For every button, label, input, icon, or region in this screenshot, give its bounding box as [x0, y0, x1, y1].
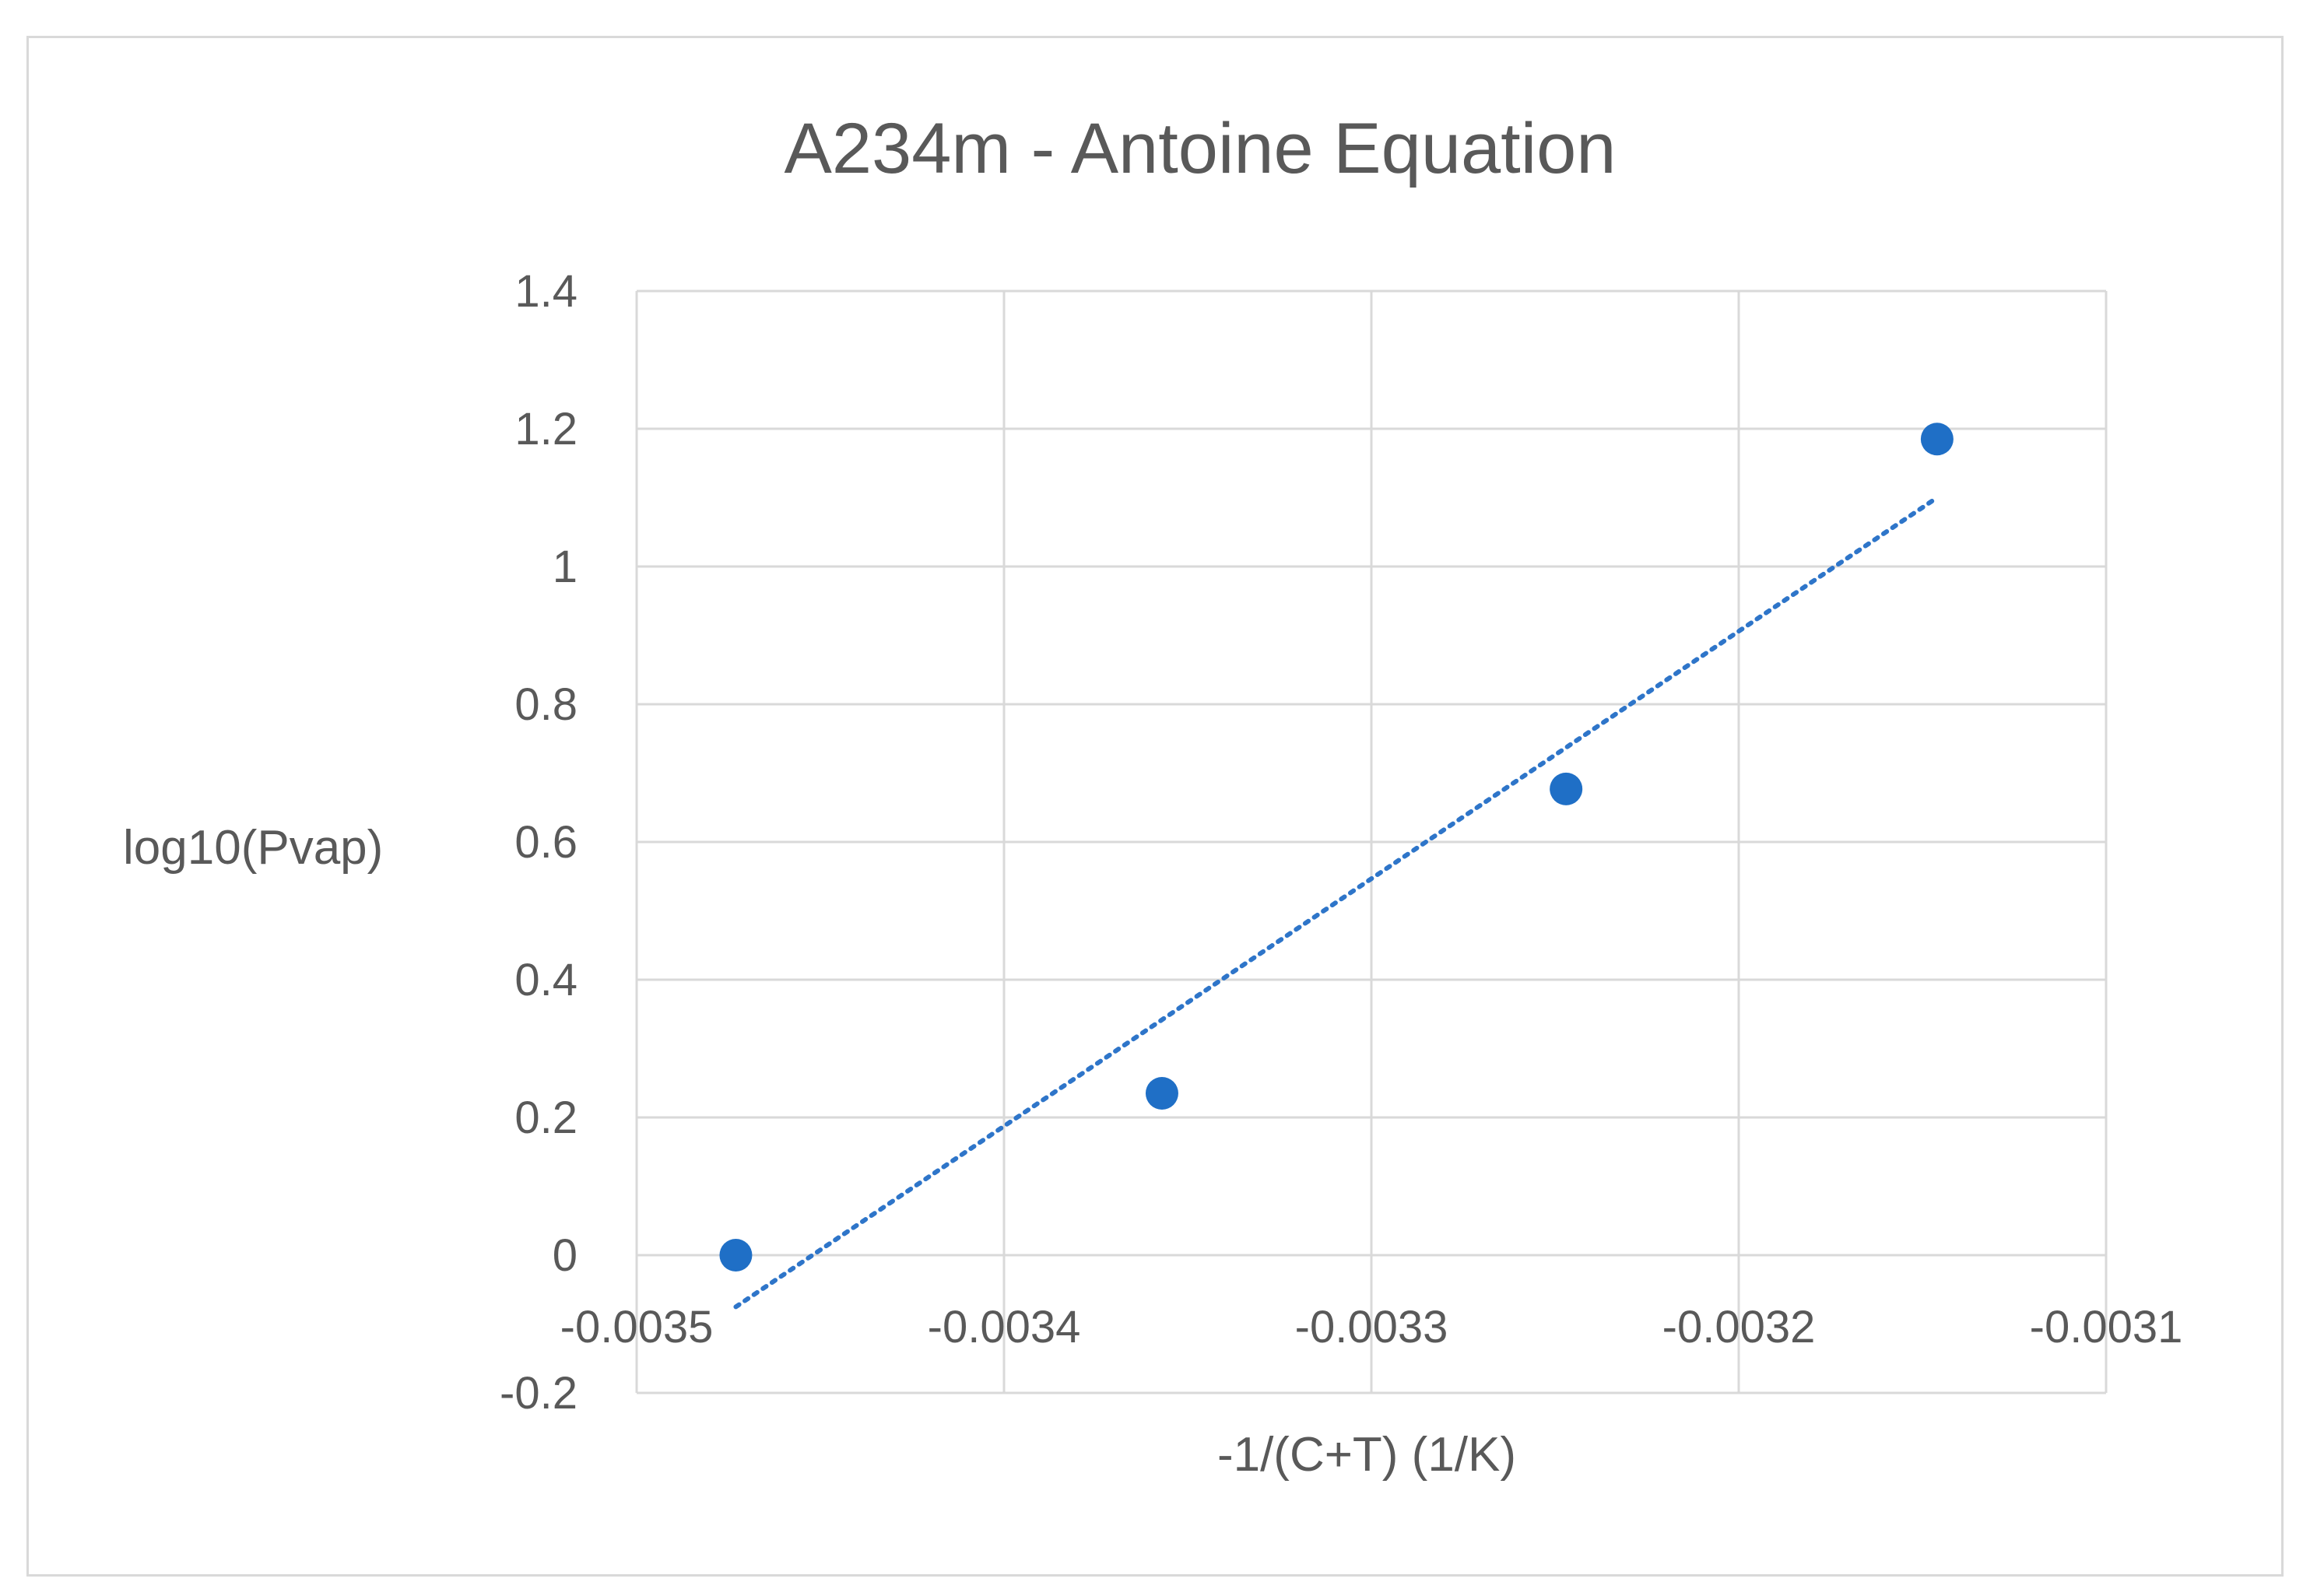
data-points — [719, 423, 1954, 1272]
y-axis-title: log10(Pvap) — [123, 821, 383, 875]
data-point — [1145, 1077, 1178, 1110]
x-axis-tick-labels: -0.0035 -0.0034 -0.0033 -0.0032 -0.0031 — [560, 1302, 2183, 1352]
x-tick-label: -0.0031 — [2030, 1302, 2183, 1352]
x-tick-label: -0.0035 — [560, 1302, 714, 1352]
data-point — [1920, 423, 1954, 456]
data-point — [1550, 772, 1583, 805]
y-tick-label: 1.4 — [514, 266, 578, 317]
x-axis-title: -1/(C+T) (1/K) — [1217, 1428, 1516, 1482]
chart-title: A234m - Antoine Equation — [785, 109, 1617, 188]
x-tick-label: -0.0033 — [1295, 1302, 1448, 1352]
y-tick-label: 0.8 — [514, 679, 578, 730]
gridlines — [635, 289, 2108, 1394]
y-tick-label: 0.6 — [514, 817, 578, 868]
y-tick-label: 1 — [553, 542, 578, 592]
x-tick-label: -0.0032 — [1662, 1302, 1816, 1352]
y-tick-label: 0 — [553, 1230, 578, 1281]
y-tick-label: 1.2 — [514, 404, 578, 454]
chart-frame — [26, 36, 2284, 1577]
x-tick-label: -0.0034 — [928, 1302, 1081, 1352]
y-tick-label: 0.4 — [514, 955, 578, 1005]
trendline-layer — [733, 495, 1940, 1310]
y-axis-tick-labels: -0.2 0 0.2 0.4 0.6 0.8 1 1.2 1.4 — [500, 266, 578, 1419]
y-tick-label: -0.2 — [500, 1368, 578, 1419]
trendline — [733, 495, 1940, 1310]
data-point — [719, 1239, 753, 1272]
y-tick-label: 0.2 — [514, 1093, 578, 1143]
